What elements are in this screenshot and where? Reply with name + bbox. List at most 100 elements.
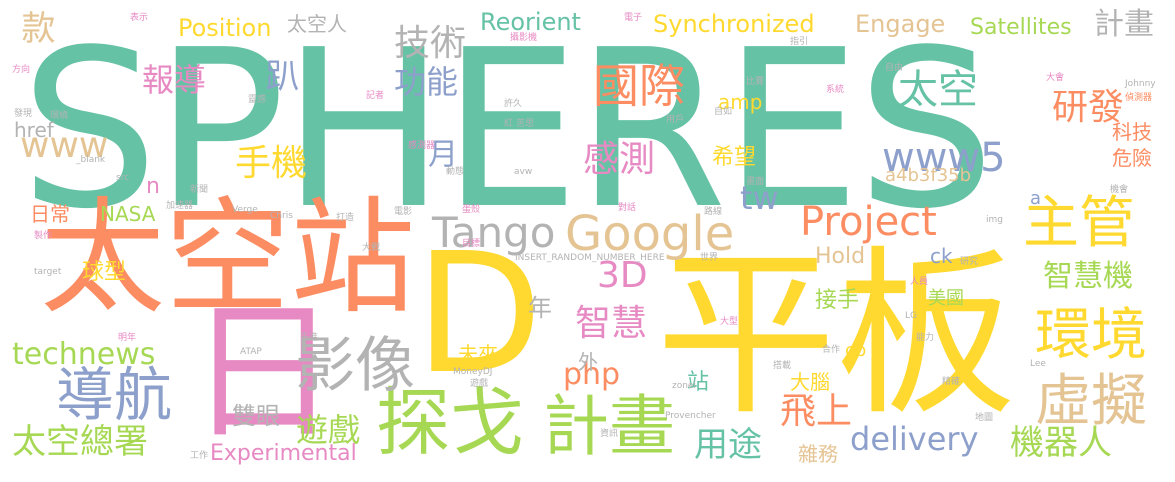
word-dynamic: 動態 — [446, 167, 465, 177]
word-d: D — [415, 218, 543, 411]
word-synchronized: Synchronized — [653, 10, 815, 38]
word-www: www — [20, 125, 109, 166]
word-daily: 日常 — [30, 202, 70, 226]
word-a4b3f35b: a4b3f35b — [885, 165, 972, 186]
word-tango: Tango — [432, 208, 556, 257]
word-technology-tech: 技術 — [394, 23, 467, 64]
word-robot: 機器人 — [1010, 423, 1112, 463]
word-php: php — [563, 357, 621, 392]
word-3d: 3D — [597, 255, 648, 296]
word-zonei: zonei — [672, 381, 696, 391]
word-director: 主管 — [1023, 191, 1135, 256]
word-outer: 外 — [578, 350, 598, 374]
word-virtual: 虛擬 — [1035, 369, 1147, 434]
word-href: href — [14, 118, 54, 142]
word-advanced: 先進 — [300, 333, 319, 343]
word-game: 遊戲 — [296, 411, 361, 449]
word-smart-device: 智慧機 — [1043, 259, 1133, 294]
word-spherical: 球型 — [82, 260, 127, 285]
word-ability: 能力 — [916, 333, 935, 343]
word-hold: Hold — [815, 244, 866, 269]
word-movie: 電影 — [394, 207, 413, 217]
word-research: 研究 — [960, 257, 979, 267]
word-johnny: Johnny — [1125, 79, 1156, 89]
word-chris: Chris — [270, 211, 293, 221]
word-space: 太空 — [898, 67, 978, 113]
word-smart: 智慧 — [575, 303, 648, 344]
word-future: 未來 — [458, 342, 498, 366]
word-eggshell: 蛋殼 — [462, 205, 481, 215]
word-astronaut: 太空人 — [287, 12, 347, 36]
word-a: a — [1030, 188, 1042, 209]
word-provencher: Provencher — [665, 411, 716, 421]
word-experimental: Experimental — [210, 441, 357, 466]
word-ck: ck — [930, 244, 953, 268]
word-work: 工作 — [190, 451, 209, 461]
word-technology: 科技 — [1112, 120, 1152, 144]
word-atap: ATAP — [240, 347, 262, 357]
word-sensing: 感測 — [583, 139, 656, 180]
word-news: 新聞 — [190, 185, 209, 195]
word-insert-random: INSERT_RANDOM_NUMBER_HERE — [515, 253, 665, 263]
word-direction: 方向 — [12, 65, 31, 75]
word-binocular: 雙眼 — [232, 402, 280, 430]
word-plan-small: 計畫 — [1094, 7, 1154, 42]
word-report: 報導 — [142, 61, 207, 99]
word-environment: 環境 — [1035, 303, 1147, 368]
word-lg: LG — [905, 311, 917, 321]
word-red: 紅 — [504, 119, 514, 129]
word-cb: cb — [845, 340, 867, 361]
word-hope: 希望 — [712, 145, 757, 170]
word-moneydj: MoneyDJ — [453, 367, 493, 377]
word-inspiration: 靈感 — [248, 95, 267, 105]
word-build: 打造 — [336, 213, 355, 223]
word-delivery: delivery — [850, 420, 979, 458]
word-station: 站 — [687, 370, 710, 395]
word-nasa: NASA — [100, 202, 156, 226]
word-info: 資訊 — [600, 429, 619, 439]
word-discover: 發現 — [14, 109, 33, 119]
word-lee: Lee — [1030, 359, 1046, 369]
word-war: 大戰 — [362, 243, 381, 253]
word-year: 年 — [528, 294, 552, 322]
word-precise: 精確 — [942, 377, 961, 387]
word-indicate: 表示 — [130, 13, 149, 23]
word-technews: technews — [12, 337, 156, 372]
word-route: 路線 — [704, 207, 723, 217]
word-long-time: 許久 — [504, 99, 523, 109]
word-space-station: 太空站 — [40, 186, 415, 331]
word-position: Position — [178, 14, 272, 42]
word-next-year: 明年 — [118, 333, 137, 343]
word-chores: 雜務 — [798, 442, 838, 466]
word-freedom: 自由 — [885, 63, 904, 73]
word-target: target — [34, 267, 62, 277]
word-spheres: SPHERES — [20, 4, 995, 257]
word-world: 世界 — [700, 253, 719, 263]
word-user: 用戶 — [666, 115, 685, 125]
word-system: 系統 — [826, 85, 845, 95]
word-guide: 指引 — [790, 37, 809, 47]
word-make: 製作 — [34, 231, 53, 241]
word-nasa-cn: 太空總署 — [12, 422, 148, 462]
word-navigation: 導航 — [56, 361, 173, 429]
word-usa: 美國 — [928, 288, 964, 309]
word-function: 功能 — [394, 63, 459, 101]
word-img: img — [986, 215, 1003, 225]
word-sensor: 感測器 — [408, 141, 436, 151]
word-reporter: 記者 — [366, 91, 385, 101]
word-large: 大型 — [720, 317, 739, 327]
word-conference: 大會 — [1046, 73, 1065, 83]
word-contest: 比賽 — [746, 77, 765, 87]
word-phone: 手機 — [235, 143, 308, 184]
word-chance: 機會 — [1110, 185, 1129, 195]
word-reorient: Reorient — [480, 8, 581, 36]
word-satellites: Satellites — [970, 15, 1072, 40]
word-international: 國際 — [593, 59, 685, 113]
word-dialogue: 對話 — [618, 203, 637, 213]
word-detector: 偵測器 — [1125, 93, 1153, 103]
word-screen: 畫面 — [746, 177, 765, 187]
word-verge: Verge — [232, 205, 258, 215]
word-amp: amp — [718, 90, 763, 114]
word-image: 影像 — [295, 331, 415, 401]
